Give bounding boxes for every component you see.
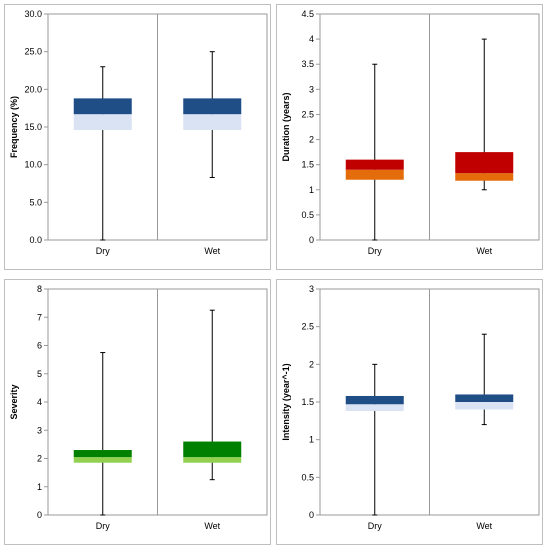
y-tick-label: 2.5 [301, 322, 314, 332]
chart-svg-intensity: 0 0.5 1 1.5 2 2.5 3 Intensity (year^-1) Dry Wet [281, 284, 540, 531]
y-tick-label: 3.5 [301, 59, 314, 69]
y-tick-label: 20.0 [24, 84, 42, 94]
box-lower [345, 404, 404, 412]
box-upper [345, 395, 404, 405]
box-lower [455, 173, 514, 181]
y-tick-label: 6 [37, 341, 42, 351]
y-axis-label: Duration (years) [281, 92, 291, 161]
box-upper [183, 98, 242, 115]
y-tick-label: 3 [309, 284, 314, 294]
x-category-label: Wet [476, 246, 492, 256]
box-upper [455, 152, 514, 174]
y-tick-label: 4 [309, 34, 314, 44]
box-lower [455, 402, 514, 410]
x-category-label: Wet [204, 246, 220, 256]
x-category-label: Wet [204, 521, 220, 531]
chart-svg-severity: 0 1 2 3 4 5 6 7 8 Severity Dry Wet [9, 284, 268, 531]
y-tick-label: 2 [309, 359, 314, 369]
y-tick-label: 7 [37, 312, 42, 322]
y-tick-label: 1 [309, 185, 314, 195]
chart-svg-frequency: 0.0 5.0 10.0 15.0 20.0 25.0 30.0 Frequency (%) D… [9, 9, 268, 256]
box-lower [73, 457, 132, 463]
x-category-label: Dry [96, 246, 110, 256]
y-tick-label: 4.5 [301, 9, 314, 19]
box-upper [455, 394, 514, 402]
y-tick-label: 4 [37, 397, 42, 407]
y-tick-label: 0 [37, 510, 42, 520]
x-category-label: Dry [368, 246, 382, 256]
y-tick-label: 25.0 [24, 47, 42, 57]
y-tick-label: 0.5 [301, 210, 314, 220]
y-tick-label: 15.0 [24, 122, 42, 132]
y-tick-label: 5 [37, 369, 42, 379]
chart-panel-intensity: 0 0.5 1 1.5 2 2.5 3 Intensity (year^-1) Dry Wet [276, 279, 543, 545]
y-tick-label: 3 [309, 84, 314, 94]
y-tick-label: 2 [309, 135, 314, 145]
x-category-label: Dry [96, 521, 110, 531]
x-category-label: Dry [368, 521, 382, 531]
y-tick-label: 10.0 [24, 160, 42, 170]
box-lower [73, 114, 132, 131]
box-upper [345, 159, 404, 170]
y-tick-label: 5.0 [29, 197, 42, 207]
box-lower [345, 169, 404, 180]
box-lower [183, 457, 242, 463]
y-tick-label: 1 [37, 482, 42, 492]
y-tick-label: 0.5 [301, 472, 314, 482]
y-tick-label: 30.0 [24, 9, 42, 19]
x-category-label: Wet [476, 521, 492, 531]
y-tick-label: 0 [309, 235, 314, 245]
y-tick-label: 0 [309, 510, 314, 520]
y-tick-label: 1.5 [301, 397, 314, 407]
y-tick-label: 0.0 [29, 235, 42, 245]
box-upper [73, 450, 132, 458]
chart-svg-duration: 0 0.5 1 1.5 2 2.5 3 3.5 4 4.5 Duration (years) Dry W… [281, 9, 540, 256]
box-lower [183, 114, 242, 131]
y-tick-label: 2 [37, 454, 42, 464]
chart-panel-duration: 0 0.5 1 1.5 2 2.5 3 3.5 4 4.5 Duration (years) Dry W… [276, 4, 543, 270]
box-upper [183, 441, 242, 458]
chart-panel-frequency: 0.0 5.0 10.0 15.0 20.0 25.0 30.0 Frequency (%) D… [4, 4, 271, 270]
y-axis-label: Severity [9, 384, 19, 419]
box-upper [73, 98, 132, 115]
y-axis-label: Frequency (%) [9, 96, 19, 158]
y-tick-label: 2.5 [301, 109, 314, 119]
y-tick-label: 8 [37, 284, 42, 294]
y-axis-label: Intensity (year^-1) [281, 363, 291, 440]
y-tick-label: 1 [309, 435, 314, 445]
chart-panel-severity: 0 1 2 3 4 5 6 7 8 Severity Dry Wet [4, 279, 271, 545]
y-tick-label: 3 [37, 425, 42, 435]
y-tick-label: 1.5 [301, 160, 314, 170]
